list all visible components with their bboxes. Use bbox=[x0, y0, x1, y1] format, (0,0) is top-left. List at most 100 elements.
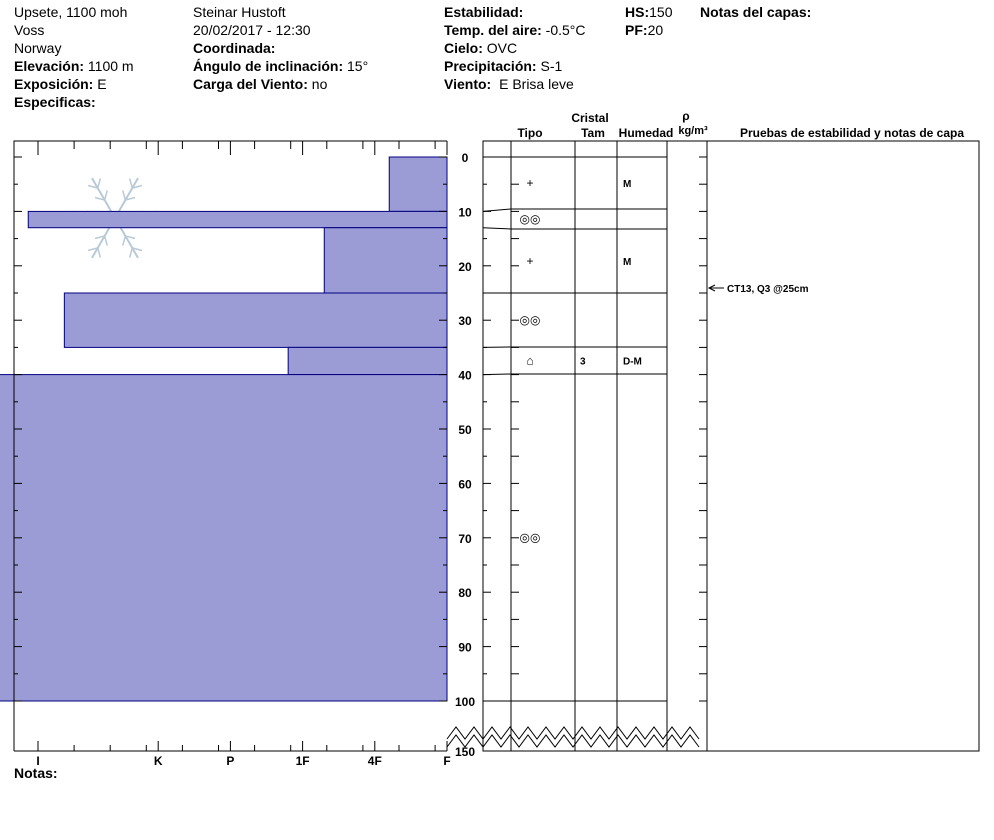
hardness-bar-4 bbox=[63, 292, 448, 348]
windload-label: Carga del Viento: bbox=[193, 76, 308, 92]
precip-label: Precipitación: bbox=[444, 58, 537, 74]
airtemp-label: Temp. del aire: bbox=[444, 22, 542, 38]
snowflake-branch bbox=[94, 196, 105, 201]
site-location: Upsete, 1100 moh bbox=[14, 4, 128, 20]
hardness-axis: I K P 1F 4F F bbox=[36, 141, 451, 768]
snowflake-branch bbox=[87, 184, 98, 189]
snowflake-branch bbox=[122, 235, 127, 246]
tests-header: Pruebas de estabilidad y notas de capa bbox=[740, 126, 964, 140]
site-region: Voss bbox=[14, 22, 45, 38]
depth-label-50: 50 bbox=[458, 423, 472, 437]
depth-label-80: 80 bbox=[458, 586, 472, 600]
layer-connector bbox=[482, 208, 512, 212]
moisture-1: M bbox=[623, 179, 631, 190]
crystal-type-4: ◎◎ bbox=[520, 313, 541, 327]
depth-info: HS:150 PF:20 bbox=[625, 3, 672, 39]
snowflake-branch bbox=[87, 247, 98, 252]
snowflake-branch bbox=[122, 190, 127, 201]
hardness-bar-5 bbox=[287, 346, 448, 376]
depth-label-90: 90 bbox=[458, 641, 472, 655]
snowflake-branch bbox=[125, 235, 136, 240]
elevation-label: Elevación: bbox=[14, 58, 85, 74]
observer-name: Steinar Hustoft bbox=[193, 4, 286, 20]
pf-value: 20 bbox=[647, 22, 664, 38]
crystal-table: + M ◎◎ + M ◎◎ ⌂ 3 D-M ◎◎ bbox=[482, 156, 667, 702]
table-frame bbox=[482, 140, 980, 752]
hardness-bar-2 bbox=[27, 210, 448, 229]
hardness-label-4F: 4F bbox=[368, 754, 382, 768]
layer-connector bbox=[482, 373, 512, 376]
hs-label: HS: bbox=[625, 4, 650, 20]
conditions-info: Estabilidad: Temp. del aire: -0.5°C Ciel… bbox=[444, 3, 586, 93]
axis-break-zigzag bbox=[446, 734, 700, 748]
snowflake-branch bbox=[103, 235, 108, 246]
snowflake-branch bbox=[97, 247, 102, 258]
depth-label-20: 20 bbox=[458, 260, 472, 274]
notes-label: Notas: bbox=[14, 765, 58, 781]
site-info: Upsete, 1100 moh Voss Norway Elevación: … bbox=[14, 3, 134, 111]
depth-label-30: 30 bbox=[458, 314, 472, 328]
snowflake-branch bbox=[94, 235, 105, 240]
depth-axis: 0 10 20 30 40 50 60 70 80 90 100 150 bbox=[14, 151, 707, 759]
sky-label: Cielo: bbox=[444, 40, 483, 56]
crystal-size-5: 3 bbox=[580, 357, 586, 368]
snowflake-branch bbox=[128, 178, 133, 189]
snowflake-branch bbox=[125, 196, 136, 201]
crystal-type-5: ⌂ bbox=[526, 354, 533, 368]
hardness-bars bbox=[0, 156, 448, 702]
specifics-label: Especificas: bbox=[14, 94, 96, 110]
wind-label: Viento: bbox=[444, 76, 492, 92]
aspect-value: E bbox=[97, 76, 107, 92]
moisture-header: Humedad bbox=[619, 126, 674, 140]
crystal-type-2: ◎◎ bbox=[520, 212, 541, 226]
depth-label-100: 100 bbox=[455, 695, 475, 709]
layer-connector bbox=[482, 227, 512, 230]
depth-label-40: 40 bbox=[458, 369, 472, 383]
depth-label-150: 150 bbox=[455, 745, 475, 759]
depth-label-10: 10 bbox=[458, 205, 472, 219]
observer-info: Steinar Hustoft 20/02/2017 - 12:30 Coord… bbox=[193, 3, 368, 93]
observation-datetime: 20/02/2017 - 12:30 bbox=[193, 22, 311, 38]
crystal-header: Cristal bbox=[571, 111, 608, 125]
sky-value: OVC bbox=[486, 40, 518, 56]
density-unit-header: kg/m³ bbox=[678, 125, 708, 137]
rho-header: ρ bbox=[682, 109, 689, 123]
hardness-label-1F: 1F bbox=[296, 754, 310, 768]
depth-label-70: 70 bbox=[458, 532, 472, 546]
hardness-label-F: F bbox=[443, 754, 450, 768]
layer-notes-title: Notas del capas: bbox=[700, 4, 812, 20]
hardness-bar-3 bbox=[323, 227, 448, 294]
stability-label: Estabilidad: bbox=[444, 4, 524, 20]
slope-label: Ángulo de inclinación: bbox=[193, 58, 344, 74]
stability-test-notes: CT13, Q3 @25cm bbox=[707, 284, 809, 295]
hardness-label-K: K bbox=[154, 754, 163, 768]
pf-label: PF: bbox=[625, 22, 648, 38]
crystal-type-6: ◎◎ bbox=[520, 531, 541, 545]
snowflake-branch bbox=[103, 190, 108, 201]
snowflake-branch bbox=[128, 247, 133, 258]
size-header: Tam bbox=[581, 126, 605, 140]
elevation-value: 1100 m bbox=[87, 58, 134, 74]
snowflake-branch bbox=[97, 178, 102, 189]
coordinate-label: Coordinada: bbox=[193, 40, 276, 56]
moisture-5: D-M bbox=[623, 357, 642, 368]
test-note-1: CT13, Q3 @25cm bbox=[727, 284, 809, 295]
precip-value: S-1 bbox=[540, 58, 563, 74]
snowflake-branch bbox=[132, 247, 143, 252]
hs-value: 150 bbox=[649, 4, 673, 20]
hardness-bar-1 bbox=[388, 156, 448, 212]
crystal-type-3: + bbox=[526, 254, 533, 268]
axis-break-zigzag bbox=[446, 726, 700, 740]
snowflake-branch bbox=[132, 184, 143, 189]
windload-value: no bbox=[311, 76, 328, 92]
wind-value: E Brisa leve bbox=[499, 76, 574, 92]
aspect-label: Exposición: bbox=[14, 76, 94, 92]
hardness-label-P: P bbox=[226, 754, 234, 768]
depth-label-0: 0 bbox=[462, 151, 469, 165]
depth-label-60: 60 bbox=[458, 477, 472, 491]
slope-value: 15° bbox=[347, 58, 369, 74]
site-country: Norway bbox=[14, 40, 62, 56]
crystal-type-1: + bbox=[526, 176, 533, 190]
moisture-3: M bbox=[623, 257, 631, 268]
